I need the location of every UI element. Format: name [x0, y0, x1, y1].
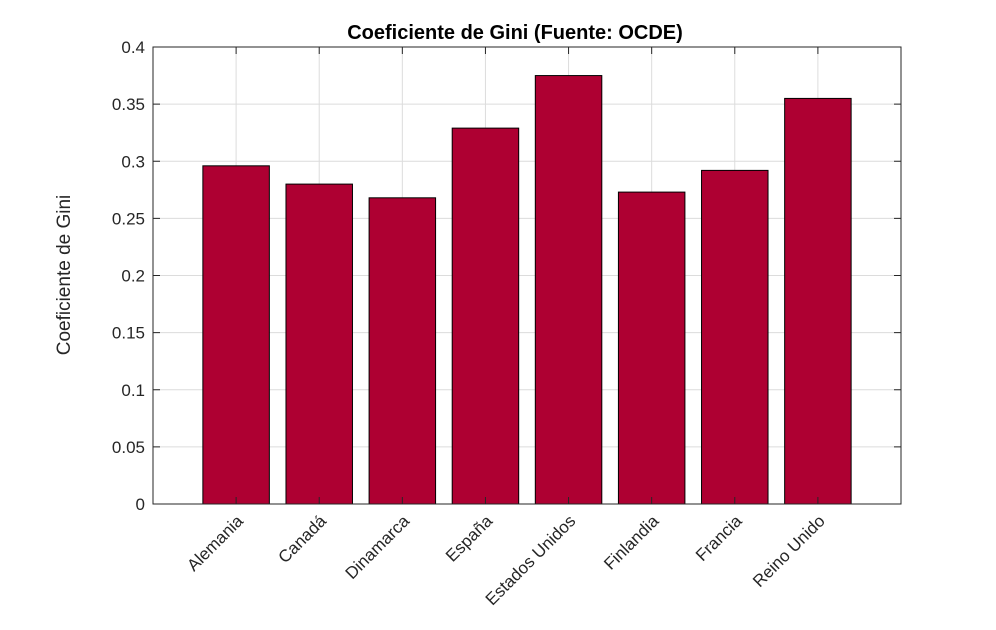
bar-españa — [451, 127, 520, 505]
bar-finlandia — [617, 191, 686, 505]
y-axis: 0 0.05 0.1 0.15 0.2 0.25 0.3 0.35 0.4 — [112, 38, 901, 514]
x-tick-label: Canadá — [274, 511, 330, 567]
y-tick-label: 0.4 — [121, 38, 145, 57]
bar-canadá — [285, 183, 353, 505]
y-tick-label: 0 — [136, 495, 145, 514]
y-tick-label: 0.15 — [112, 324, 145, 343]
x-tick-label: España — [442, 511, 497, 566]
bar-alemania — [202, 165, 270, 505]
y-tick-label: 0.1 — [121, 381, 145, 400]
y-tick-label: 0.35 — [112, 95, 145, 114]
y-axis-label: Coeficiente de Gini — [54, 195, 75, 356]
x-tick-label: Dinamarca — [342, 511, 414, 583]
y-tick-label: 0.05 — [112, 438, 145, 457]
y-tick-label: 0.3 — [121, 152, 145, 171]
bars — [202, 75, 852, 505]
x-tick-label: Reino Unido — [749, 511, 829, 591]
x-tick-label: Estados Unidos — [482, 511, 580, 609]
x-tick-label: Alemania — [183, 511, 247, 575]
y-tick-label: 0.25 — [112, 209, 145, 228]
chart-title: Coeficiente de Gini (Fuente: OCDE) — [347, 22, 683, 44]
x-tick-label: Francia — [692, 511, 746, 565]
bar-reino-unido — [784, 97, 852, 505]
bar-francia — [701, 169, 769, 505]
x-tick-label: Finlandia — [600, 511, 663, 574]
y-tick-label: 0.2 — [121, 267, 145, 286]
bar-dinamarca — [368, 197, 437, 505]
bar-estados-unidos — [534, 75, 603, 505]
